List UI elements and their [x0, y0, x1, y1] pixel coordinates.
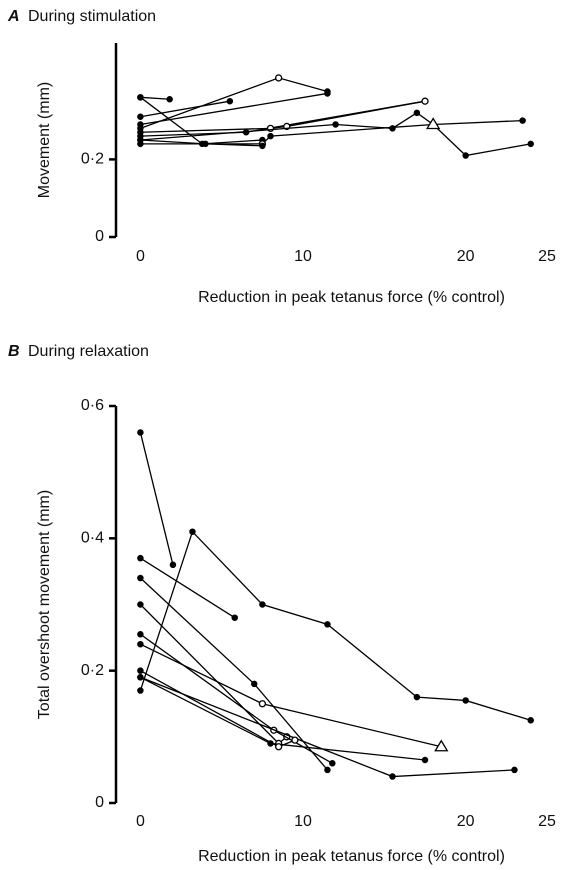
series-line [140, 96, 170, 100]
series-line [140, 633, 333, 764]
y-axis-label: Total overshoot movement (mm) [36, 490, 53, 719]
series-line [139, 432, 174, 565]
series-line [140, 100, 230, 118]
x-tick-label: 0 [136, 813, 145, 830]
series-line [140, 96, 263, 145]
marker [389, 773, 396, 780]
marker [169, 561, 177, 569]
y-tick-label: 0·2 [81, 662, 104, 679]
marker [137, 554, 144, 562]
marker [137, 687, 144, 694]
panel-letter: B [8, 343, 20, 360]
marker [291, 736, 299, 744]
y-tick-label: 0·6 [81, 397, 104, 414]
marker [166, 96, 173, 103]
marker [324, 90, 331, 97]
marker [527, 717, 534, 724]
marker [389, 125, 396, 132]
marker [137, 113, 144, 120]
marker [267, 132, 274, 140]
marker [137, 631, 144, 638]
series-line [140, 557, 236, 619]
marker [259, 601, 266, 608]
series-line [140, 676, 426, 761]
y-tick-label: 0 [95, 228, 104, 245]
marker [137, 640, 144, 648]
series-line [139, 530, 531, 721]
marker [332, 121, 339, 128]
marker [258, 700, 267, 708]
marker [527, 140, 534, 148]
marker [421, 97, 429, 105]
x-tick-label: 0 [136, 248, 145, 265]
x-tick-label: 20 [457, 248, 475, 265]
marker [250, 680, 258, 688]
marker [329, 760, 336, 767]
x-tick-label: 20 [457, 813, 475, 830]
marker [137, 136, 144, 144]
marker [259, 142, 266, 150]
marker [137, 674, 144, 681]
marker [137, 94, 144, 101]
x-axis-label: Reduction in peak tetanus force (% contr… [198, 289, 505, 306]
series-line [140, 77, 328, 129]
series-line [140, 92, 328, 126]
marker [137, 121, 144, 128]
marker-triangle [434, 739, 449, 752]
marker [324, 766, 331, 774]
marker [202, 140, 209, 148]
marker-triangle [426, 117, 441, 130]
marker [137, 128, 144, 136]
marker [274, 74, 283, 82]
marker [519, 117, 526, 124]
marker [189, 528, 196, 535]
marker [511, 766, 518, 774]
y-tick-label: 0 [95, 794, 104, 811]
panel-title: During stimulation [28, 8, 156, 25]
y-axis-label: Movement (mm) [36, 82, 53, 198]
marker [137, 667, 144, 674]
marker [462, 152, 469, 159]
marker [226, 97, 234, 105]
marker [413, 109, 421, 117]
x-axis-label: Reduction in peak tetanus force (% contr… [198, 848, 505, 865]
marker [231, 614, 238, 621]
marker [462, 697, 469, 704]
marker [274, 743, 283, 751]
y-tick-label: 0·2 [81, 151, 104, 168]
panel-letter: A [7, 8, 20, 25]
x-tick-label: 10 [294, 248, 312, 265]
x-tick-label: 10 [294, 813, 312, 830]
y-tick-label: 0·4 [81, 530, 104, 547]
marker [137, 601, 144, 608]
series-line [140, 676, 515, 778]
marker [413, 693, 421, 701]
marker [137, 574, 144, 582]
x-tick-label: 25 [538, 813, 556, 830]
panel-title: During relaxation [28, 343, 149, 360]
marker [421, 756, 429, 764]
marker [137, 429, 144, 436]
x-tick-label: 25 [538, 248, 556, 265]
marker [324, 621, 331, 628]
series-line [140, 100, 426, 133]
